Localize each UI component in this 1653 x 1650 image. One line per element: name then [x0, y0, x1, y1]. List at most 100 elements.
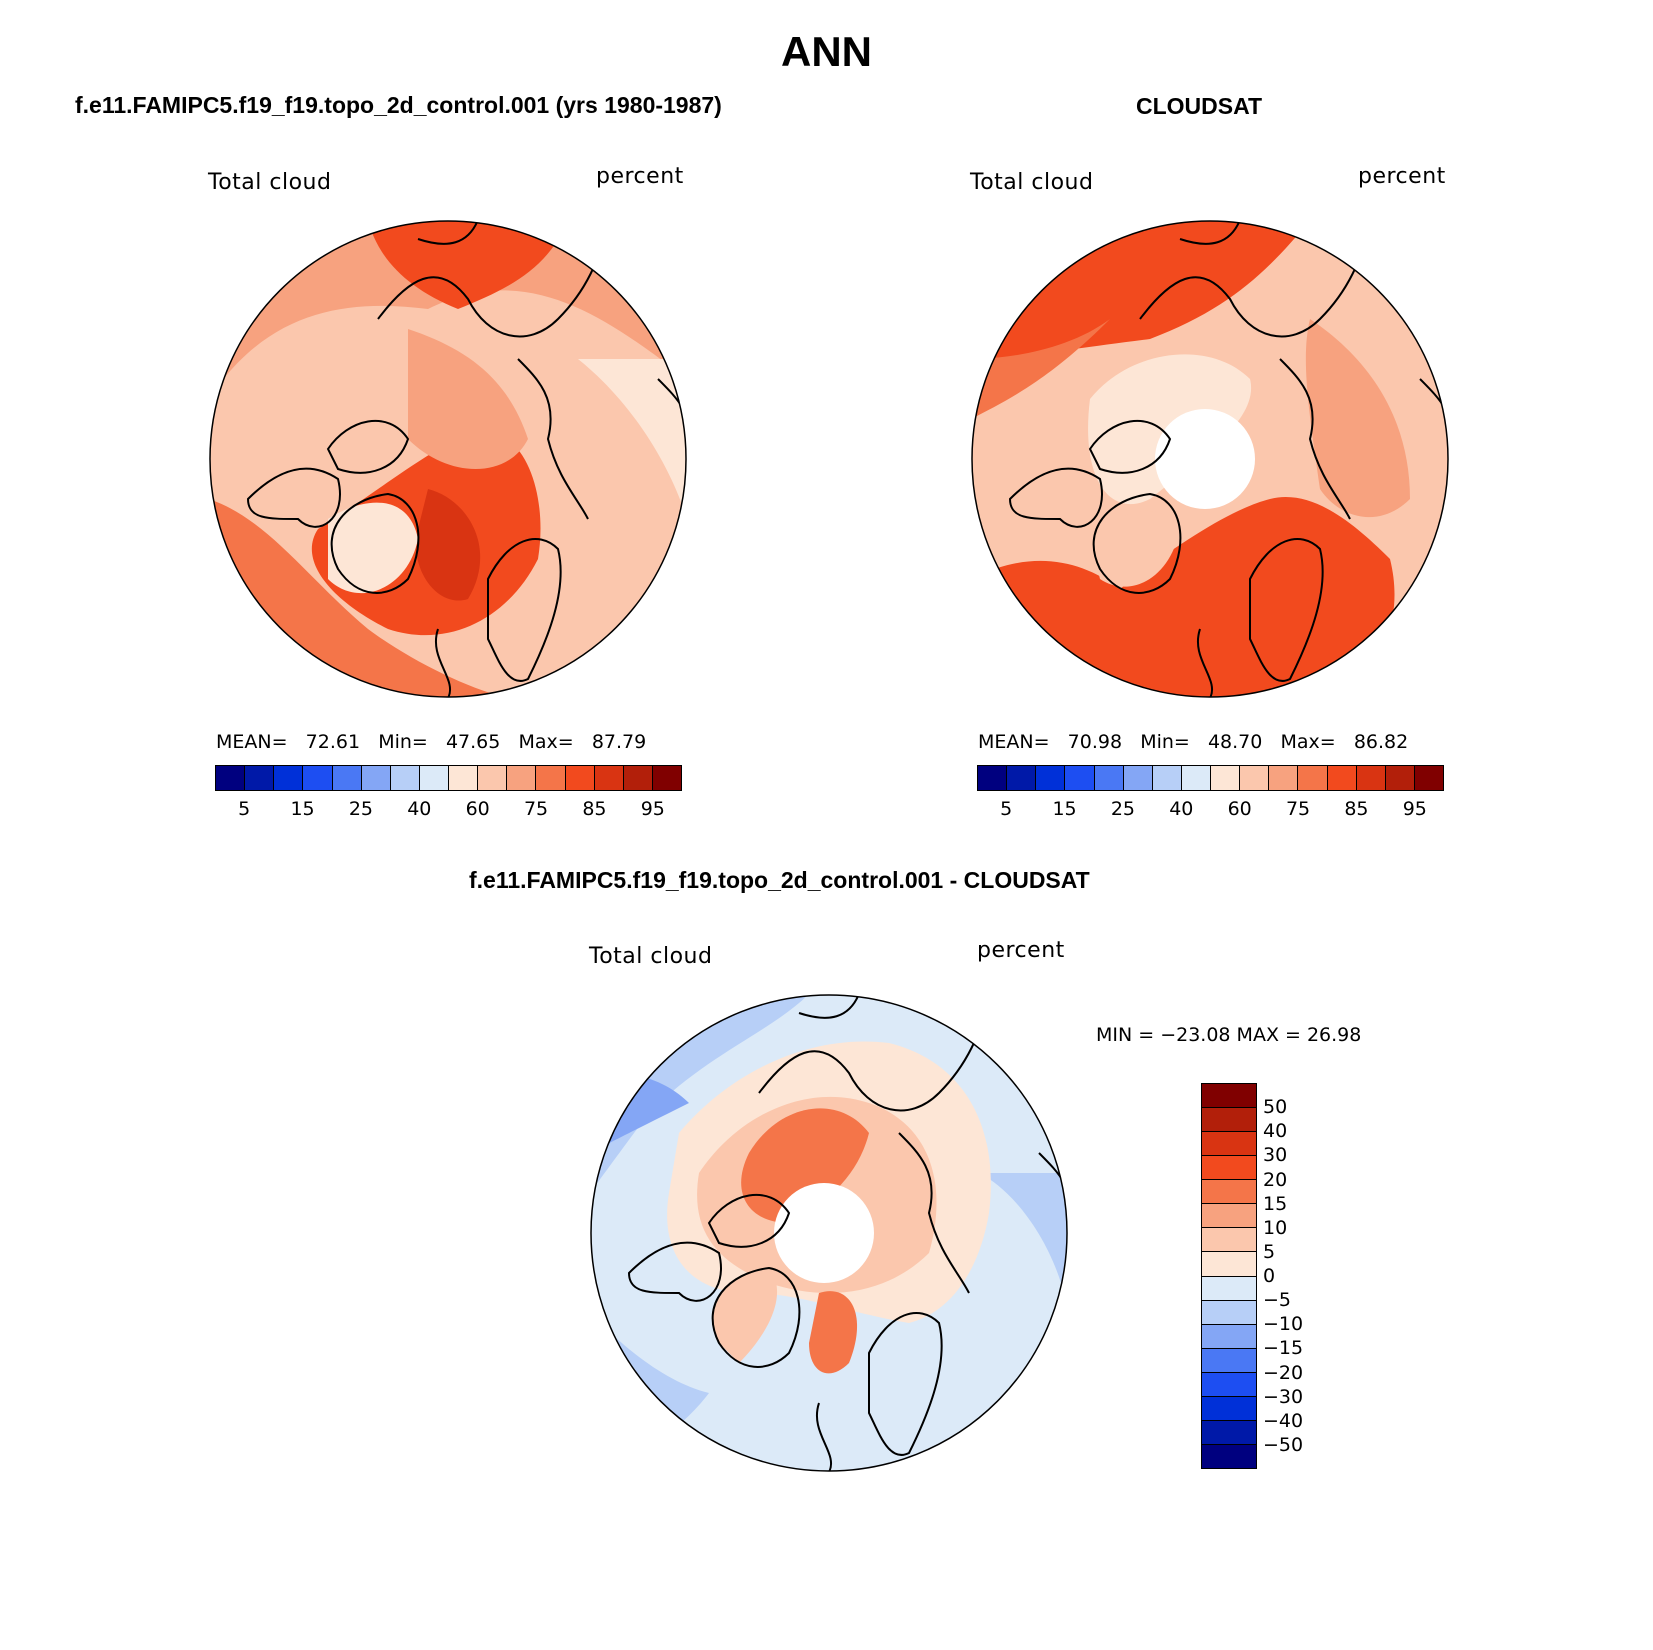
colorbar-swatch	[1268, 766, 1298, 790]
panel3-contour-region	[712, 1268, 778, 1363]
colorbar-swatch	[651, 766, 681, 790]
colorbar-tick-label: 30	[1263, 1144, 1288, 1167]
panel2-contour-region	[972, 319, 1110, 419]
colorbar-swatch	[1202, 1347, 1256, 1372]
colorbar-swatch	[244, 766, 274, 790]
colorbar-tick-label: 40	[1263, 1120, 1288, 1143]
colorbar-swatch	[1384, 766, 1414, 790]
panel3-coastlines	[627, 995, 1065, 1471]
colorbar-swatch	[1202, 1443, 1256, 1468]
colorbar-swatch	[1202, 1371, 1256, 1396]
panel1-mean-label: MEAN=	[216, 731, 288, 753]
colorbar-swatch	[978, 766, 1007, 790]
colorbar-swatch	[216, 766, 245, 790]
colorbar-swatch	[1239, 766, 1269, 790]
colorbar-tick-label: 50	[1263, 1096, 1288, 1119]
panel1-contour-region	[416, 489, 481, 601]
panel2-colorbar-ticks: 5 15 25 40 60 75 85 95	[977, 798, 1444, 822]
panel1-colorbar	[215, 765, 682, 791]
panel2-min-value: 48.70	[1207, 731, 1263, 753]
colorbar-tick-label: 15	[290, 798, 315, 820]
colorbar-swatch	[564, 766, 594, 790]
colorbar-tick-label: 5	[1000, 798, 1013, 820]
panel1-contour-region	[408, 329, 528, 469]
panel3-missing-data-hole	[774, 1183, 874, 1283]
colorbar-swatch	[273, 766, 303, 790]
panel2-stats: MEAN= 70.98 Min= 48.70 Max= 86.82	[978, 731, 1408, 753]
panel3-contour-region	[809, 1291, 858, 1374]
panel3-map-border	[590, 994, 1068, 1472]
panel1-min-value: 47.65	[445, 731, 501, 753]
panel1-units-label: percent	[596, 164, 684, 189]
panel1-max-value: 87.79	[591, 731, 647, 753]
panel2-colorbar	[977, 765, 1444, 791]
panel1-min-label: Min=	[378, 731, 428, 753]
panel1-coastlines	[246, 221, 684, 697]
panel1-stats: MEAN= 72.61 Min= 47.65 Max= 87.79	[216, 731, 646, 753]
panel2-missing-data-hole	[1155, 409, 1255, 509]
panel2-mean-label: MEAN=	[978, 731, 1050, 753]
colorbar-swatch	[389, 766, 419, 790]
colorbar-tick-label: −50	[1263, 1433, 1304, 1456]
panel2-variable-label: Total cloud	[970, 170, 1094, 195]
panel1-max-label: Max=	[518, 731, 574, 753]
panel1-polar-map	[209, 220, 687, 698]
colorbar-swatch	[418, 766, 448, 790]
colorbar-swatch	[1151, 766, 1181, 790]
colorbar-swatch	[1035, 766, 1065, 790]
panel1-subtitle: f.e11.FAMIPC5.f19_f19.topo_2d_control.00…	[75, 92, 722, 118]
panel1-contour-region	[328, 502, 418, 594]
colorbar-tick-label: 15	[1052, 798, 1077, 820]
colorbar-tick-label: 85	[1344, 798, 1369, 820]
colorbar-swatch	[360, 766, 390, 790]
panel3-contour-region	[741, 1108, 869, 1223]
colorbar-swatch	[1006, 766, 1036, 790]
panel1-contour-region	[368, 221, 568, 309]
panel2-map-border	[971, 220, 1449, 698]
colorbar-swatch	[1122, 766, 1152, 790]
colorbar-tick-label: 5	[1263, 1240, 1276, 1263]
colorbar-swatch	[1202, 1155, 1256, 1180]
colorbar-tick-label: −10	[1263, 1313, 1304, 1336]
panel1-variable-label: Total cloud	[208, 170, 332, 195]
colorbar-swatch	[1202, 1203, 1256, 1228]
colorbar-swatch	[448, 766, 478, 790]
panel2-max-label: Max=	[1280, 731, 1336, 753]
panel2-max-value: 86.82	[1353, 731, 1409, 753]
colorbar-tick-label: −30	[1263, 1385, 1304, 1408]
panel1-contour-region	[210, 221, 686, 399]
panel2-contour-region	[972, 497, 1395, 697]
colorbar-swatch	[1093, 766, 1123, 790]
colorbar-swatch	[1180, 766, 1210, 790]
panel3-contour-region	[979, 1173, 1067, 1313]
colorbar-tick-label: −15	[1263, 1337, 1304, 1360]
colorbar-tick-label: 5	[238, 798, 251, 820]
colorbar-tick-label: 60	[465, 798, 490, 820]
colorbar-swatch	[302, 766, 332, 790]
panel3-minmax: MIN = −23.08 MAX = 26.98	[1096, 1024, 1362, 1046]
panel3-colorbar-ticks: 50 40 30 20 15 10 5 0 −5 −10 −15 −20 −30 −40 −50	[1263, 1083, 1343, 1469]
panel1-contour-region	[578, 359, 686, 519]
colorbar-tick-label: 95	[1402, 798, 1427, 820]
colorbar-tick-label: 75	[523, 798, 549, 820]
colorbar-swatch	[593, 766, 623, 790]
colorbar-swatch	[1202, 1227, 1256, 1252]
main-title: ANN	[781, 28, 872, 75]
colorbar-tick-label: 25	[1110, 798, 1136, 820]
colorbar-tick-label: 15	[1263, 1192, 1288, 1215]
colorbar-tick-label: −20	[1263, 1361, 1304, 1384]
panel1-mean-value: 72.61	[305, 731, 361, 753]
colorbar-swatch	[1355, 766, 1385, 790]
colorbar-swatch	[535, 766, 565, 790]
panel2-mean-value: 70.98	[1067, 731, 1123, 753]
panel1-map-border	[209, 220, 687, 698]
colorbar-swatch	[506, 766, 536, 790]
colorbar-swatch	[1413, 766, 1443, 790]
panel3-polar-map	[590, 994, 1068, 1472]
colorbar-swatch	[1202, 1179, 1256, 1204]
colorbar-tick-label: 10	[1263, 1216, 1288, 1239]
colorbar-swatch	[1064, 766, 1094, 790]
panel2-coastlines	[1008, 221, 1446, 697]
colorbar-swatch	[477, 766, 507, 790]
colorbar-tick-label: 95	[640, 798, 665, 820]
